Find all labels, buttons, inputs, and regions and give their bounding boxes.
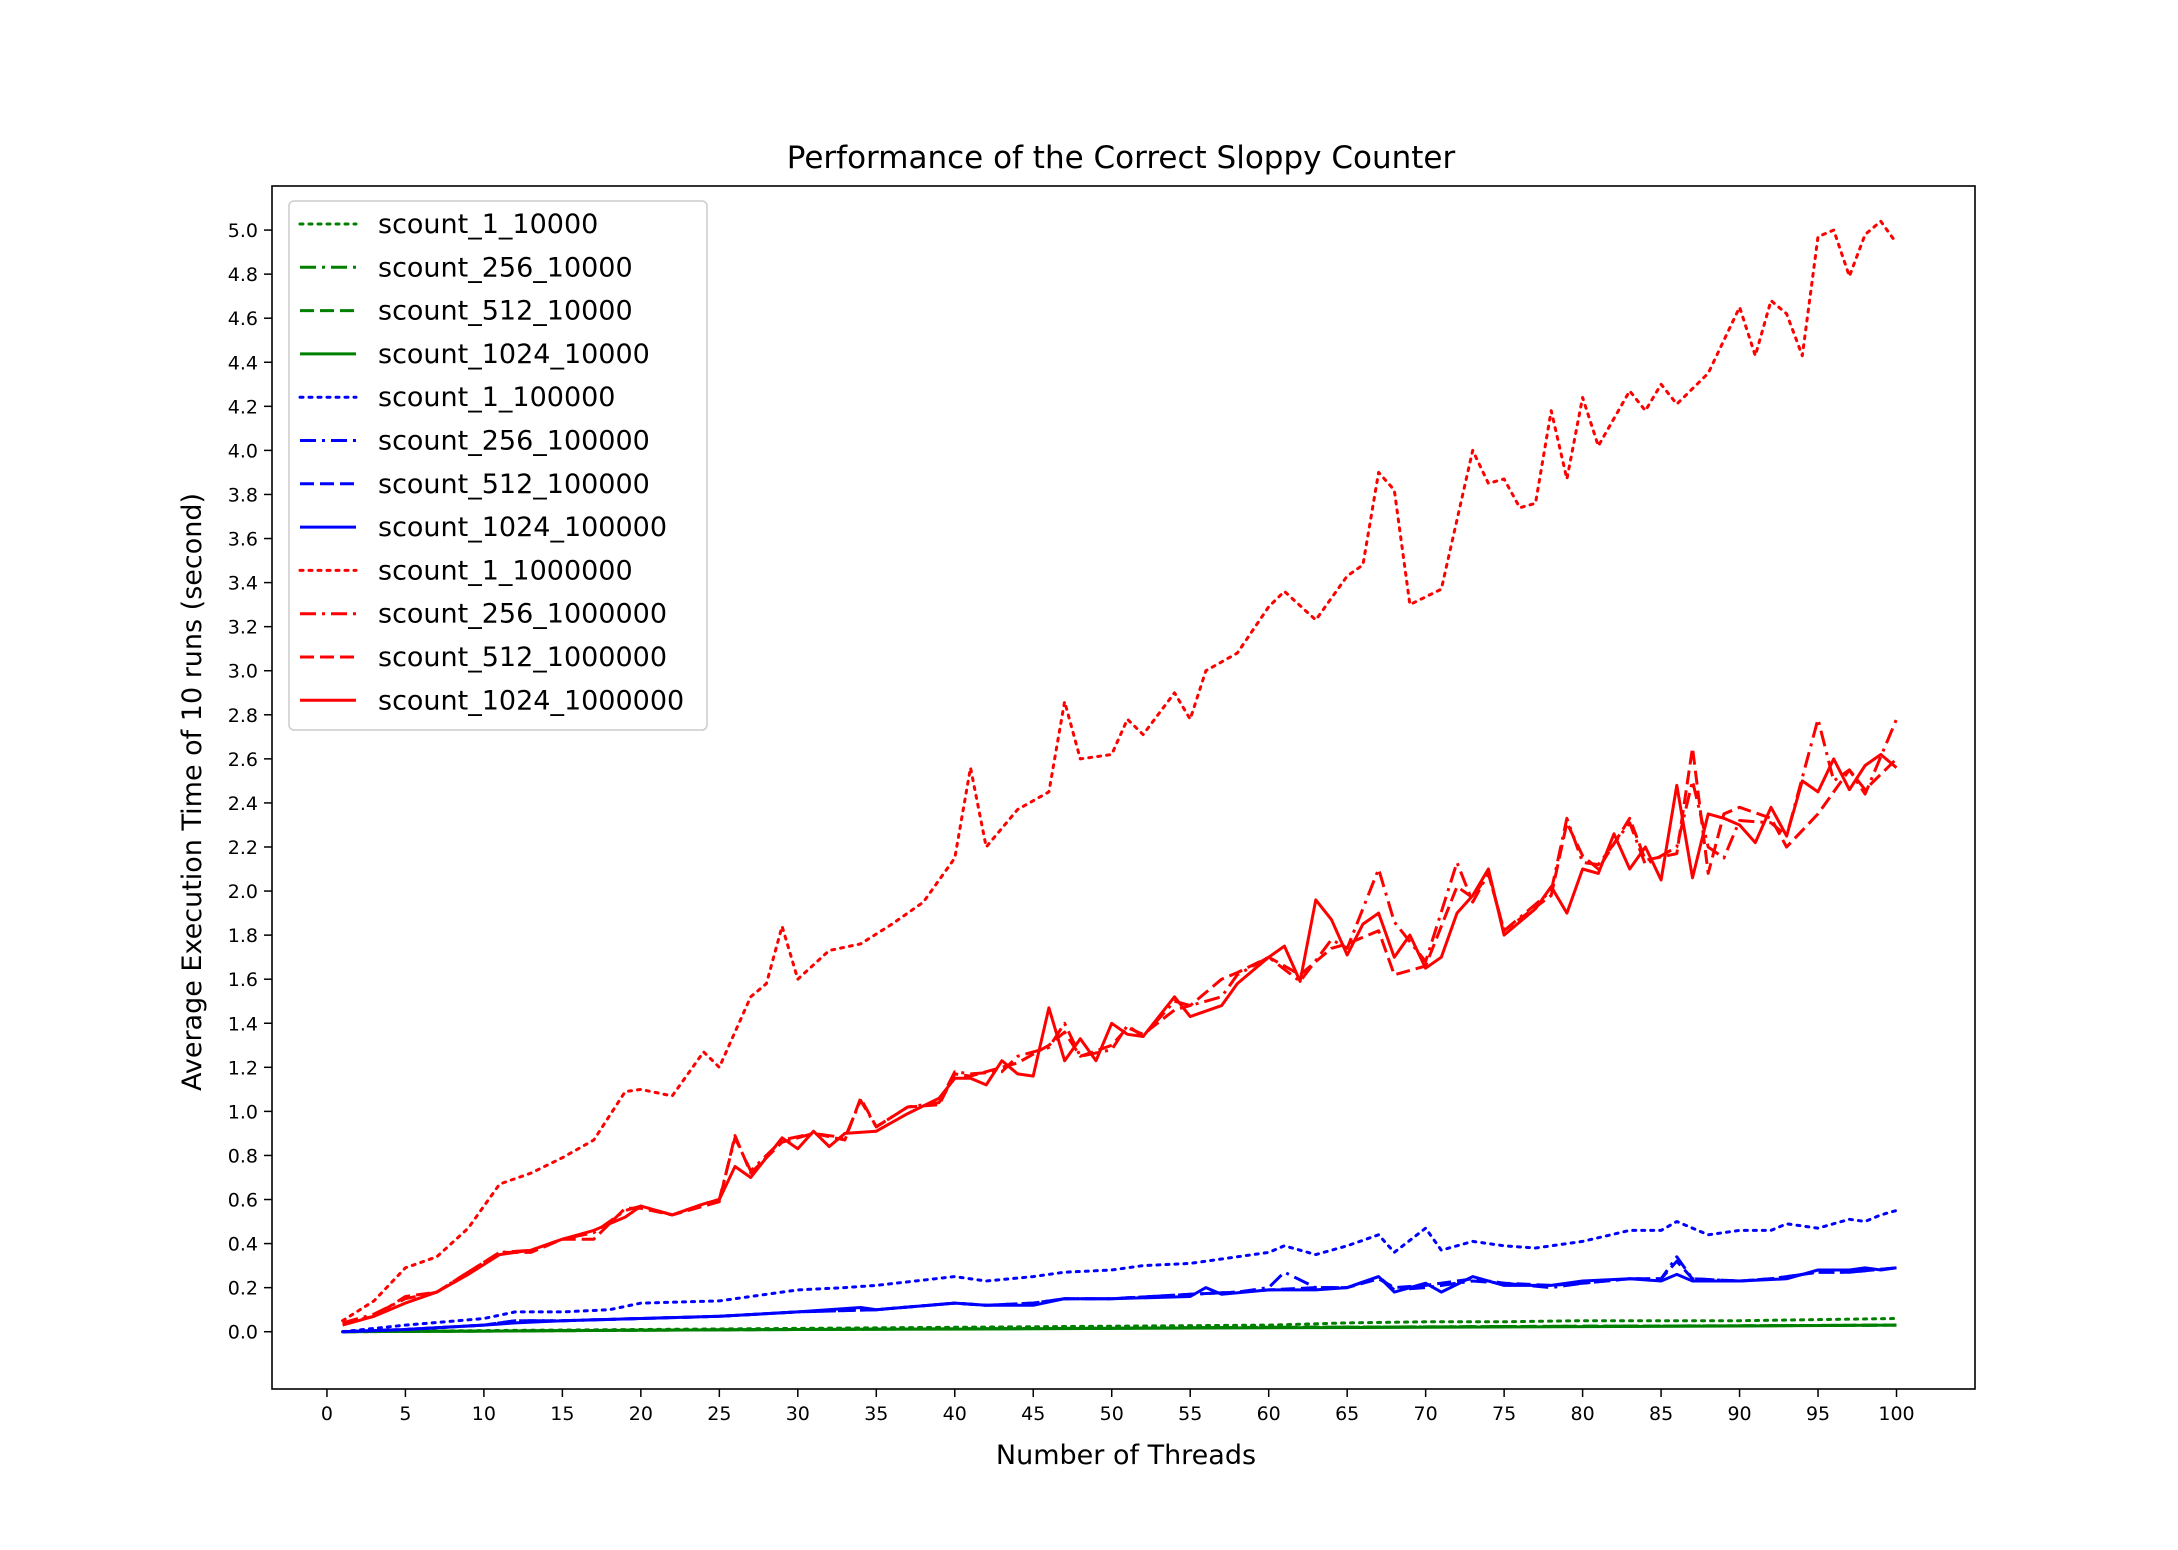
x-tick-label: 0 <box>321 1403 333 1425</box>
y-axis: 0.0 0.2 0.4 0.6 0.8 1.0 1.2 1.4 1.6 1.8 2.0 2.2 2.4 2… <box>228 220 272 1344</box>
series-line-scount_1_1000000 <box>341 219 1898 1323</box>
series-line-scount_1_100000 <box>341 1209 1898 1334</box>
y-tick-label: 0.2 <box>228 1278 258 1300</box>
legend-label: scount_512_1000000 <box>378 642 667 673</box>
x-tick-label: 10 <box>472 1403 496 1425</box>
y-tick-label: 4.0 <box>228 440 258 462</box>
y-tick-label: 5.0 <box>228 220 258 242</box>
x-tick-label: 25 <box>707 1403 731 1425</box>
x-tick-label: 55 <box>1178 1403 1202 1425</box>
series-line-scount_512_1000000 <box>342 746 1898 1325</box>
y-tick-label: 4.4 <box>228 352 258 374</box>
x-tick-label: 15 <box>550 1403 574 1425</box>
legend-label: scount_512_100000 <box>378 469 650 500</box>
y-tick-label: 1.8 <box>228 925 258 947</box>
y-tick-label: 2.4 <box>228 793 258 815</box>
x-tick-label: 60 <box>1257 1403 1281 1425</box>
y-tick-label: 3.8 <box>228 484 258 506</box>
legend-label: scount_1_10000 <box>378 209 598 240</box>
legend-label: scount_256_1000000 <box>378 599 667 630</box>
y-tick-label: 0.8 <box>228 1145 258 1167</box>
legend: scount_1_10000 scount_256_10000 scount_512… <box>288 200 708 731</box>
y-tick-label: 0.0 <box>228 1322 258 1344</box>
legend-label: scount_1024_10000 <box>378 339 650 370</box>
x-tick-label: 80 <box>1571 1403 1595 1425</box>
legend-label: scount_256_100000 <box>378 426 650 457</box>
legend-label: scount_1_100000 <box>378 382 616 413</box>
x-tick-label: 75 <box>1492 1403 1516 1425</box>
x-tick-label: 100 <box>1878 1403 1914 1425</box>
y-tick-label: 1.2 <box>228 1057 258 1079</box>
series-line-scount_256_1000000 <box>342 717 1898 1325</box>
y-tick-label: 2.8 <box>228 705 258 727</box>
legend-label: scount_1024_1000000 <box>378 685 684 716</box>
y-tick-label: 3.4 <box>228 573 258 595</box>
x-tick-label: 20 <box>629 1403 653 1425</box>
x-tick-label: 50 <box>1100 1403 1124 1425</box>
y-tick-label: 2.0 <box>228 881 258 903</box>
x-tick-label: 90 <box>1727 1403 1751 1425</box>
y-tick-label: 2.6 <box>228 749 258 771</box>
legend-box <box>288 200 708 731</box>
x-axis-label: Number of Threads <box>996 1440 1256 1471</box>
x-tick-label: 40 <box>943 1403 967 1425</box>
series-line-scount_1024_100000 <box>342 1266 1897 1334</box>
y-tick-label: 2.2 <box>228 837 258 859</box>
legend-label: scount_256_10000 <box>378 252 633 283</box>
y-tick-label: 4.6 <box>228 308 258 330</box>
y-tick-label: 4.2 <box>228 396 258 418</box>
x-axis: 0 5 10 15 20 25 30 35 40 45 50 55 60 65 70 75 80 85 90 95 10… <box>321 1389 1915 1425</box>
plot-area-frame <box>271 185 1976 1390</box>
x-tick-label: 35 <box>864 1403 888 1425</box>
series-lines <box>341 219 1898 1334</box>
series-line-scount_1024_10000 <box>342 1323 1897 1334</box>
y-tick-label: 0.6 <box>228 1190 258 1212</box>
x-tick-label: 65 <box>1335 1403 1359 1425</box>
x-tick-label: 85 <box>1649 1403 1673 1425</box>
x-tick-label: 45 <box>1021 1403 1045 1425</box>
y-tick-label: 1.4 <box>228 1013 258 1035</box>
x-tick-label: 5 <box>399 1403 411 1425</box>
y-tick-label: 3.2 <box>228 617 258 639</box>
y-tick-label: 0.4 <box>228 1234 258 1256</box>
y-tick-label: 1.0 <box>228 1101 258 1123</box>
y-tick-label: 3.6 <box>228 529 258 551</box>
series-line-scount_1024_1000000 <box>342 753 1898 1327</box>
chart-title: Performance of the Correct Sloppy Counte… <box>787 140 1456 176</box>
legend-label: scount_512_10000 <box>378 296 633 327</box>
y-tick-label: 1.6 <box>228 969 258 991</box>
y-axis-label: Average Execution Time of 10 runs (secon… <box>177 493 208 1091</box>
x-tick-label: 70 <box>1414 1403 1438 1425</box>
legend-label: scount_1024_100000 <box>378 512 667 543</box>
legend-label: scount_1_1000000 <box>378 555 633 586</box>
y-tick-label: 4.8 <box>228 264 258 286</box>
y-tick-label: 3.0 <box>228 661 258 683</box>
x-tick-label: 30 <box>786 1403 810 1425</box>
x-tick-label: 95 <box>1806 1403 1830 1425</box>
